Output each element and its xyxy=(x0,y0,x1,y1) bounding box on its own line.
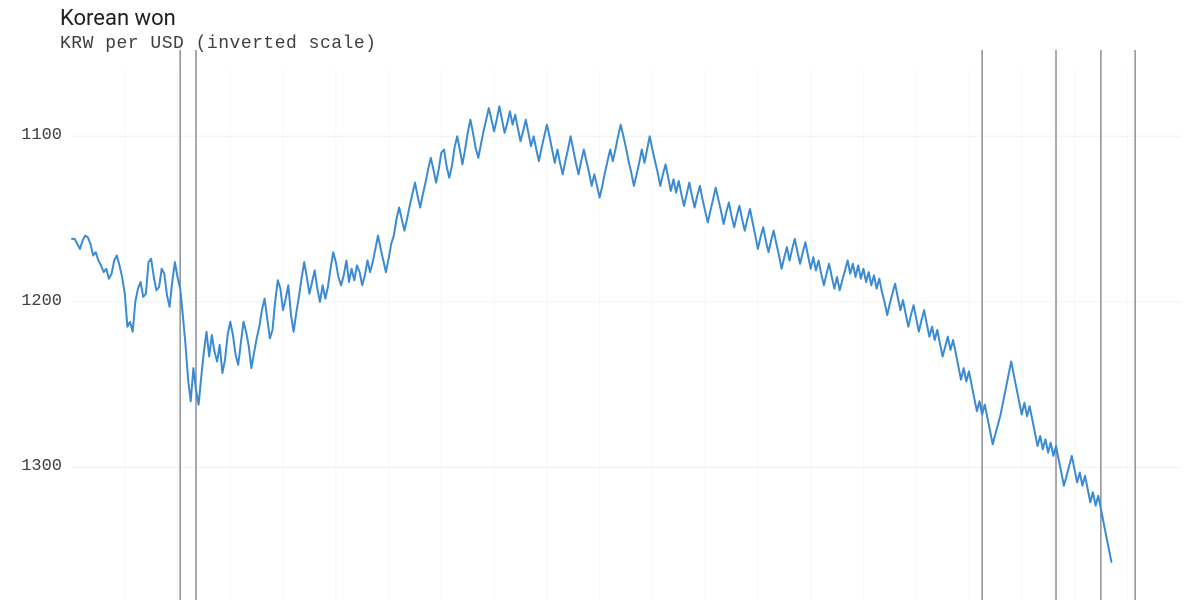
y-tick-label: 1100 xyxy=(4,126,62,145)
event-vertical-lines xyxy=(180,50,1135,600)
y-gridlines xyxy=(72,136,1180,467)
y-tick-label: 1300 xyxy=(4,457,62,476)
chart-plot-svg xyxy=(0,0,1200,600)
krw-chart: Korean won KRW per USD (inverted scale) … xyxy=(0,0,1200,600)
krw-series-line xyxy=(72,106,1111,562)
y-tick-label: 1200 xyxy=(4,292,62,311)
